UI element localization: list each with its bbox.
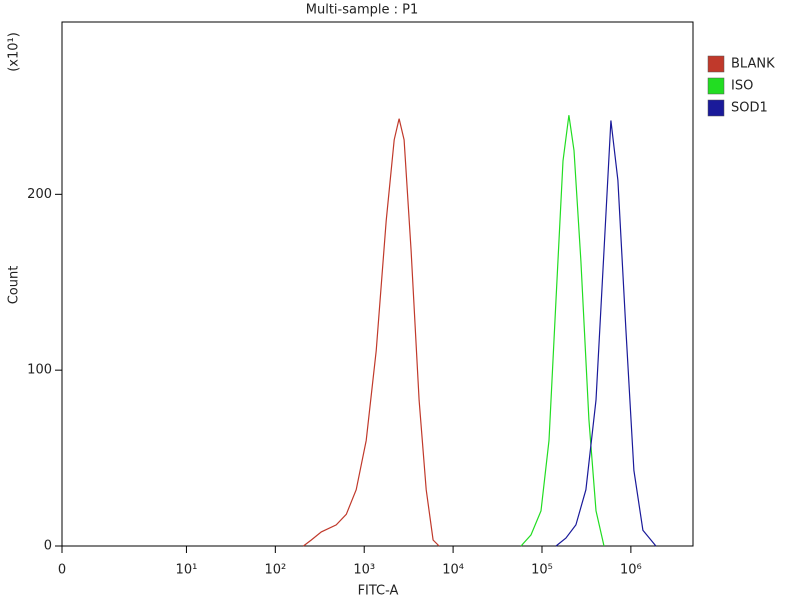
legend-swatch (707, 77, 725, 95)
histogram-line (303, 118, 440, 547)
x-tick-label: 10⁴ (442, 563, 464, 578)
x-tick-label: 0 (58, 563, 66, 578)
y-multiplier: (x10¹) (7, 32, 22, 72)
y-tick-label: 100 (27, 363, 52, 378)
histogram-line (520, 115, 605, 547)
y-axis-label: Count (7, 266, 22, 305)
x-tick-label: 10⁶ (620, 563, 642, 578)
legend-label: BLANK (731, 57, 775, 72)
x-tick-label: 10¹ (176, 563, 198, 578)
legend-label: SOD1 (731, 101, 768, 116)
legend-swatch (707, 55, 725, 73)
legend-swatch (707, 99, 725, 117)
y-tick-label: 0 (44, 539, 52, 554)
x-tick-label: 10⁵ (531, 563, 553, 578)
plot-frame (61, 21, 694, 547)
x-tick-label: 10² (264, 563, 286, 578)
y-tick-label: 200 (27, 187, 52, 202)
x-tick-label: 10³ (353, 563, 375, 578)
legend-label: ISO (731, 79, 753, 94)
histogram-line (555, 120, 657, 547)
x-axis-label: FITC-A (358, 584, 399, 599)
chart-title: Multi-sample : P1 (306, 3, 419, 18)
